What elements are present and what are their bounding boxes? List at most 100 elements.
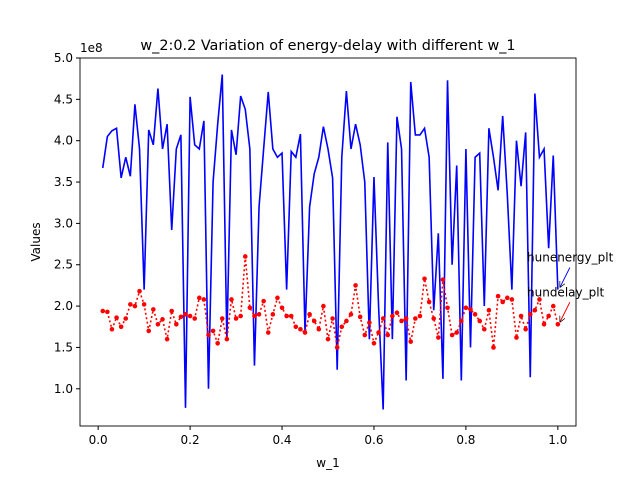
point-marker <box>229 297 234 302</box>
point-marker <box>192 316 197 321</box>
point-marker <box>555 321 561 327</box>
point-marker <box>514 335 519 340</box>
point-marker <box>187 313 193 319</box>
point-marker <box>357 314 363 320</box>
y-tick-label: 2.0 <box>54 299 73 313</box>
point-marker <box>390 313 395 319</box>
point-marker <box>394 310 400 316</box>
point-marker <box>527 312 533 317</box>
y-tick-label: 5.0 <box>54 51 73 65</box>
point-marker <box>362 332 368 338</box>
point-marker <box>440 277 446 282</box>
point-marker <box>334 345 340 350</box>
annotation-arrow <box>559 267 571 288</box>
annotation-arrow <box>559 302 571 322</box>
annotation: hundelay_plt <box>527 285 605 299</box>
point-marker <box>311 318 317 324</box>
point-marker <box>532 307 538 313</box>
point-marker <box>500 299 505 305</box>
point-marker <box>403 316 409 321</box>
point-marker <box>160 317 165 322</box>
point-marker <box>325 336 331 342</box>
point-marker <box>541 321 547 327</box>
point-marker <box>385 332 391 338</box>
y-axis-label: Values <box>29 222 43 261</box>
point-marker <box>302 330 308 335</box>
point-marker <box>155 321 161 327</box>
point-marker <box>275 295 280 301</box>
point-marker <box>380 316 386 321</box>
x-tick-label: 0.2 <box>181 433 200 447</box>
point-marker <box>491 345 496 350</box>
point-marker <box>417 313 423 319</box>
point-marker <box>178 314 184 320</box>
x-tick-label: 0.0 <box>89 433 108 447</box>
point-marker <box>242 254 248 259</box>
plot-frame <box>79 57 577 427</box>
point-marker <box>247 305 253 311</box>
point-marker <box>114 315 119 320</box>
point-marker <box>468 307 473 312</box>
point-marker <box>445 305 450 311</box>
point-marker <box>463 305 469 311</box>
point-marker <box>477 318 482 324</box>
point-marker <box>298 326 303 332</box>
point-marker <box>546 313 551 319</box>
point-marker <box>174 321 179 327</box>
point-marker <box>183 312 188 317</box>
point-marker <box>210 328 216 334</box>
point-marker <box>431 316 437 321</box>
x-tick-label: 0.8 <box>456 433 475 447</box>
point-marker <box>261 298 266 304</box>
point-marker <box>164 336 170 342</box>
point-marker <box>426 299 432 305</box>
point-marker <box>238 313 243 319</box>
point-marker <box>219 316 225 321</box>
point-marker <box>481 326 487 332</box>
point-marker <box>201 297 207 302</box>
point-marker <box>224 336 230 342</box>
point-marker <box>105 309 110 315</box>
y-tick-label: 4.5 <box>54 92 73 106</box>
point-marker <box>330 316 335 321</box>
y-tick-label: 1.5 <box>54 340 73 354</box>
y-tick-label: 2.5 <box>54 258 73 272</box>
x-tick-label: 1.0 <box>548 433 567 447</box>
point-marker <box>100 308 106 314</box>
point-marker <box>422 276 427 282</box>
point-marker <box>123 316 129 321</box>
point-marker <box>307 312 312 317</box>
point-marker <box>408 339 414 344</box>
point-marker <box>454 330 460 335</box>
point-marker <box>293 324 299 330</box>
point-marker <box>376 330 381 335</box>
point-marker <box>518 313 524 319</box>
point-marker <box>215 341 220 346</box>
point-marker <box>141 302 147 307</box>
point-marker <box>270 312 276 317</box>
point-marker <box>504 295 510 301</box>
point-marker <box>118 324 124 330</box>
point-marker <box>137 288 142 294</box>
point-marker <box>196 295 202 301</box>
y-tick-label: 4.0 <box>54 134 73 148</box>
point-marker <box>233 316 239 321</box>
point-marker <box>279 305 285 311</box>
point-marker <box>316 326 322 332</box>
point-marker <box>399 318 404 324</box>
point-marker <box>339 324 345 330</box>
point-marker <box>265 330 271 335</box>
y-tick-label: 3.5 <box>54 175 73 189</box>
y-tick-label: 1.0 <box>54 382 73 396</box>
point-marker <box>495 293 501 299</box>
point-marker <box>472 312 478 317</box>
x-tick-label: 0.6 <box>364 433 383 447</box>
point-marker <box>371 341 377 346</box>
point-marker <box>206 332 211 338</box>
chart-title: w_2:0.2 Variation of energy-delay with d… <box>140 38 515 54</box>
point-marker <box>550 303 556 309</box>
point-marker <box>109 326 115 332</box>
point-marker <box>486 307 492 313</box>
point-marker <box>146 328 152 334</box>
